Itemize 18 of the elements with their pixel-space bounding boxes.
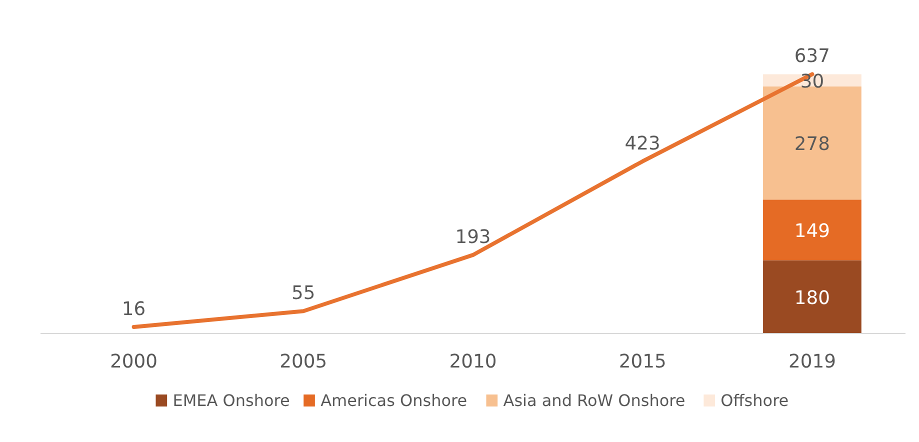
data-label: 637: [794, 46, 830, 68]
x-tick-label: 2005: [280, 352, 328, 372]
legend-label: Offshore: [720, 391, 789, 410]
data-label: 193: [455, 226, 491, 248]
x-tick-label: 2000: [110, 352, 158, 372]
data-label: 55: [292, 283, 316, 304]
x-tick-label: 2019: [788, 352, 836, 372]
data-label: 180: [794, 288, 830, 309]
data-label: 16: [122, 298, 146, 320]
legend-label: EMEA Onshore: [172, 391, 290, 410]
legend-label: Americas Onshore: [320, 391, 468, 410]
legend-label: Asia and RoW Onshore: [503, 391, 686, 410]
x-tick-label: 2010: [449, 352, 497, 372]
data-label: 149: [794, 220, 830, 242]
data-label: 278: [794, 134, 830, 155]
data-label: 30: [800, 71, 824, 92]
data-label: 423: [624, 133, 660, 154]
x-tick-label: 2015: [618, 352, 666, 372]
